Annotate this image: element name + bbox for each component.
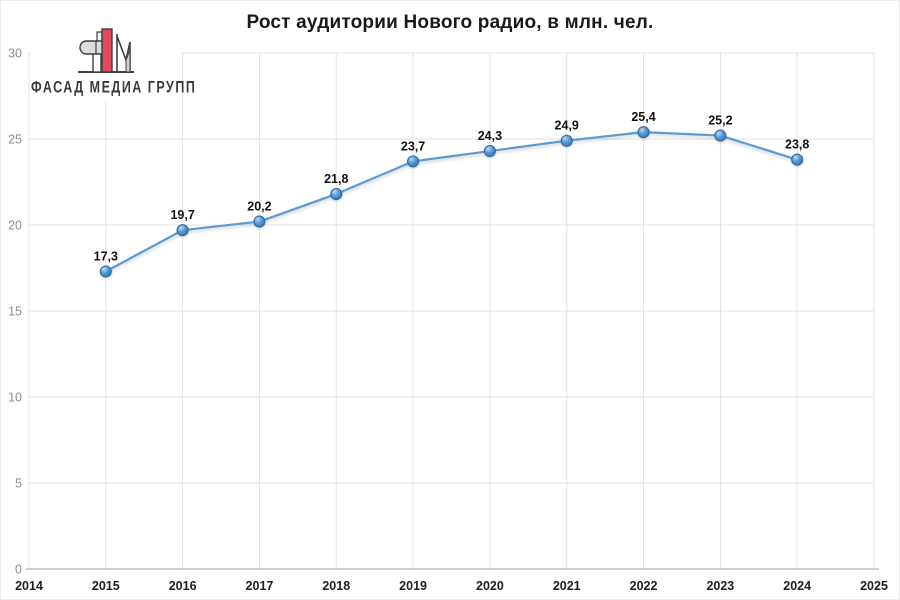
data-point-label: 23,7 <box>401 139 425 153</box>
series-line-path <box>105 131 798 273</box>
x-tick-label: 2017 <box>246 579 274 593</box>
data-point-marker[interactable] <box>560 134 573 147</box>
x-tick-label: 2025 <box>860 579 888 593</box>
y-tick-label: 15 <box>8 305 22 319</box>
logo-mark-icon <box>78 28 134 73</box>
x-axis-tick-labels: 2014 2015 2016 2017 2018 2019 2020 2021 2022 2023… <box>15 579 888 593</box>
company-logo: ФАСАД МЕДИА ГРУПП <box>31 25 197 101</box>
data-point-label: 19,7 <box>170 208 194 222</box>
x-tick-label: 2020 <box>476 579 504 593</box>
data-point-marker[interactable] <box>407 155 420 168</box>
data-point-marker[interactable] <box>637 126 650 139</box>
y-tick-label: 0 <box>15 563 22 577</box>
y-tick-label: 10 <box>8 391 22 405</box>
x-tick-label: 2018 <box>322 579 350 593</box>
y-tick-label: 5 <box>15 477 22 491</box>
audience-series-line <box>105 131 798 273</box>
data-point-marker[interactable] <box>99 265 112 278</box>
x-tick-label: 2014 <box>15 579 43 593</box>
data-point-label: 21,8 <box>324 172 348 186</box>
data-point-label: 24,9 <box>555 119 579 133</box>
data-point-label: 23,8 <box>785 138 809 152</box>
data-point-label: 17,3 <box>94 249 118 263</box>
data-point-marker[interactable] <box>176 224 189 237</box>
data-point-markers <box>99 126 804 278</box>
x-tick-label: 2021 <box>553 579 581 593</box>
data-point-labels: 17,3 19,7 20,2 21,8 23,7 24,3 24,9 25,4 25,2 23,8 <box>94 110 810 263</box>
data-point-marker[interactable] <box>791 153 804 166</box>
x-tick-label: 2023 <box>706 579 734 593</box>
x-tick-label: 2019 <box>399 579 427 593</box>
data-point-marker[interactable] <box>483 145 496 158</box>
y-tick-label: 20 <box>8 219 22 233</box>
data-point-label: 25,4 <box>631 110 655 124</box>
data-point-marker[interactable] <box>714 129 727 142</box>
data-point-label: 24,3 <box>478 129 502 143</box>
data-point-label: 20,2 <box>247 200 271 214</box>
data-point-marker[interactable] <box>330 188 343 201</box>
data-point-marker[interactable] <box>253 215 266 228</box>
x-tick-label: 2016 <box>169 579 197 593</box>
x-tick-label: 2024 <box>783 579 811 593</box>
gridlines <box>28 52 875 569</box>
y-tick-label: 30 <box>8 47 22 61</box>
data-point-label: 25,2 <box>708 114 732 128</box>
chart-title: Рост аудитории Нового радио, в млн. чел. <box>246 12 654 33</box>
x-tick-label: 2015 <box>92 579 120 593</box>
x-tick-label: 2022 <box>630 579 658 593</box>
logo-text: ФАСАД МЕДИА ГРУПП <box>31 78 197 97</box>
y-axis-tick-labels: 0 5 10 15 20 25 30 <box>8 47 22 577</box>
y-tick-label: 25 <box>8 133 22 147</box>
